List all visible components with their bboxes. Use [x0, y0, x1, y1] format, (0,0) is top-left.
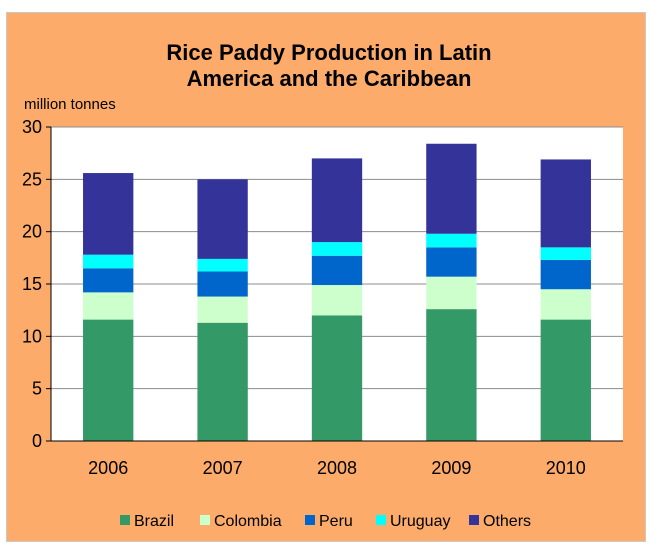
bar-segment-brazil-2009 — [426, 309, 477, 441]
chart-frame: Rice Paddy Production in Latin America a… — [6, 12, 646, 542]
legend-label-peru: Peru — [319, 513, 353, 530]
bar-segment-brazil-2006 — [83, 319, 134, 441]
bar-segment-others-2008 — [311, 158, 363, 243]
chart-title-line-2: America and the Caribbean — [187, 66, 472, 91]
legend-label-uruguay: Uruguay — [390, 513, 450, 530]
bar-segment-others-2010 — [540, 159, 591, 248]
bar-segment-colombia-2007 — [197, 296, 248, 323]
bar-segment-others-2009 — [426, 143, 477, 234]
bar-segment-uruguay-2008 — [311, 242, 363, 256]
x-tick-label: 2010 — [546, 458, 586, 478]
bar-segment-peru-2009 — [426, 247, 477, 277]
bar-segment-brazil-2010 — [540, 319, 591, 441]
x-tick-label: 2008 — [317, 458, 357, 478]
legend-label-brazil: Brazil — [134, 513, 174, 530]
bar-segment-brazil-2007 — [197, 322, 248, 441]
bar-segment-colombia-2009 — [426, 276, 477, 310]
bar-segment-uruguay-2006 — [83, 254, 134, 269]
y-tick-label: 20 — [22, 222, 42, 242]
x-tick-label: 2007 — [203, 458, 243, 478]
y-tick-label: 30 — [22, 117, 42, 137]
legend: Brazil Colombia Peru Uruguay Others — [120, 513, 531, 530]
bars-layer — [83, 143, 591, 441]
legend-swatch-uruguay — [376, 515, 386, 525]
legend-label-others: Others — [483, 513, 531, 530]
y-tick-label: 10 — [22, 326, 42, 346]
bar-segment-peru-2008 — [311, 255, 363, 286]
bar-segment-uruguay-2010 — [540, 247, 591, 260]
y-tick-label: 15 — [22, 274, 42, 294]
legend-swatch-peru — [305, 515, 315, 525]
bar-segment-uruguay-2009 — [426, 233, 477, 248]
bar-segment-others-2007 — [197, 179, 248, 259]
chart-title-line-1: Rice Paddy Production in Latin — [166, 40, 491, 65]
legend-swatch-others — [469, 515, 479, 525]
bar-segment-peru-2006 — [83, 268, 134, 293]
x-tick-label: 2006 — [88, 458, 128, 478]
x-tick-label: 2009 — [431, 458, 471, 478]
axis-layer: 0 5 10 15 20 25 30 2006 2007 2008 2009 2010 — [22, 117, 623, 478]
legend-label-colombia: Colombia — [214, 513, 282, 530]
legend-swatch-brazil — [120, 515, 130, 525]
bar-segment-colombia-2008 — [311, 285, 363, 316]
bar-segment-others-2006 — [83, 173, 134, 255]
bar-segment-colombia-2006 — [83, 292, 134, 320]
bar-segment-brazil-2008 — [311, 315, 363, 441]
y-tick-label: 5 — [32, 379, 42, 399]
y-tick-label: 25 — [22, 169, 42, 189]
bar-segment-peru-2010 — [540, 259, 591, 290]
y-tick-label: 0 — [32, 431, 42, 451]
chart-svg: Rice Paddy Production in Latin America a… — [22, 40, 623, 530]
bar-segment-peru-2007 — [197, 271, 248, 297]
bar-segment-colombia-2010 — [540, 289, 591, 320]
bar-segment-uruguay-2007 — [197, 258, 248, 272]
legend-swatch-colombia — [200, 515, 210, 525]
y-axis-unit-label: million tonnes — [24, 96, 116, 113]
